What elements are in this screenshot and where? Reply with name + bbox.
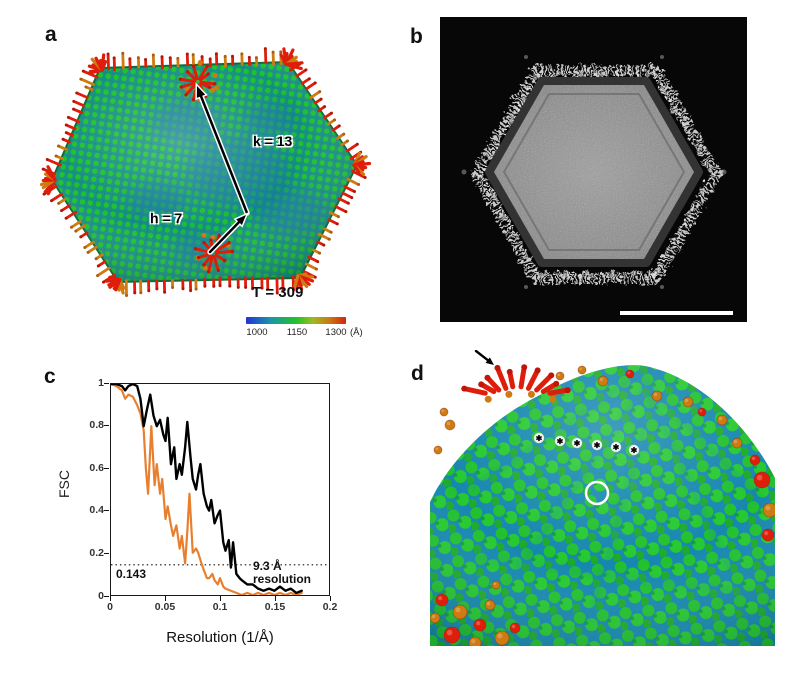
panel-d-label: d [411,362,424,385]
y-tick-mark [104,595,109,597]
panel-b-label: b [410,25,423,48]
y-tick-mark [104,552,109,555]
y-tick-label: 0.2 [89,546,104,559]
fsc-series-orange [111,384,303,595]
capsid-3d-reconstruction-image [39,47,372,297]
x-tick-label: 0.05 [154,601,176,613]
fsc-threshold-label: 0.143 [116,567,147,581]
h-vector-label: h = 7 [150,210,183,226]
capsid-closeup-shading [430,365,775,646]
asterisk-marker [610,441,622,453]
capsid-closeup-image: ✱ ✱ ✱ ✱ ✱ ✱ [430,350,775,646]
svg-text:✱: ✱ [574,439,581,448]
fiber-knobs [430,365,775,646]
resolution-annotation: 9.3 Å resolution [253,559,312,587]
y-axis-title: FSC [56,470,72,498]
panel-a-label: a [45,23,57,46]
y-tick-label: 1 [98,376,104,389]
capsid-fiber-fringe [39,47,372,297]
fsc-series-black [111,384,303,595]
cryoem-slice-image [440,17,747,322]
y-tick-label: 0.4 [89,504,104,517]
panel-d-annotations: ✱ ✱ ✱ ✱ ✱ ✱ [474,350,640,506]
y-tick-mark [104,510,109,512]
x-axis-title: Resolution (1/Å) [166,629,274,646]
penton-fiber-clusters [178,59,235,274]
svg-text:✱: ✱ [557,437,564,446]
penton-fiber-cluster [461,364,571,403]
asterisk-marker [533,432,545,444]
y-tick-label: 0.6 [89,461,104,474]
y-tick-label: 0.8 [89,419,104,432]
k-vector-label: k = 13 [253,133,293,149]
x-tick-label: 0.1 [212,601,228,613]
x-tick-label: 0 [107,601,113,613]
colorbar-gradient [246,317,346,324]
triangulation-number-label: T = 309 [252,284,304,301]
y-tick-mark [104,425,109,427]
colorbar: 1000 1150 1300 (Å) [235,317,385,343]
resolution-annotation-word: resolution [253,572,312,587]
fsc-curves [111,384,329,595]
svg-text:✱: ✱ [631,446,638,455]
colorbar-tick-max: 1300 [325,327,347,338]
colorbar-unit-label: (Å) [350,327,363,338]
svg-text:✱: ✱ [594,441,601,450]
capsid-shell-band [485,77,703,267]
lattice-vector-arrows [195,82,250,255]
x-tick-mark [329,596,331,601]
asterisk-marker [554,435,566,447]
inner-membrane-ring [503,93,685,251]
capsomer-circle-annotation [584,480,610,506]
fsc-plot-area [110,383,330,596]
corner-specks [461,55,727,289]
x-tick-label: 0.15 [264,601,286,613]
capsid-shading [52,62,357,282]
asterisk-marker [571,437,583,449]
core-grain [494,85,694,259]
fiber-fringe-ring [468,62,720,282]
colorbar-tick-min: 1000 [246,327,268,338]
x-tick-label: 0.2 [322,601,338,613]
x-tick-mark [109,596,111,601]
svg-text:✱: ✱ [536,434,543,443]
asterisk-marker [628,444,640,456]
y-tick-label: 0 [98,589,104,602]
colorbar-tick-mid: 1150 [286,327,308,338]
asterisk-marker [591,439,603,451]
x-tick-mark [164,596,166,601]
x-tick-mark [274,596,276,601]
svg-text:✱: ✱ [613,443,620,452]
resolution-annotation-value: 9.3 Å [253,559,282,573]
x-tick-mark [219,596,221,601]
y-tick-mark [104,467,109,469]
y-tick-mark [104,382,109,384]
panel-c-label: c [44,365,56,388]
scale-bar [620,311,733,315]
